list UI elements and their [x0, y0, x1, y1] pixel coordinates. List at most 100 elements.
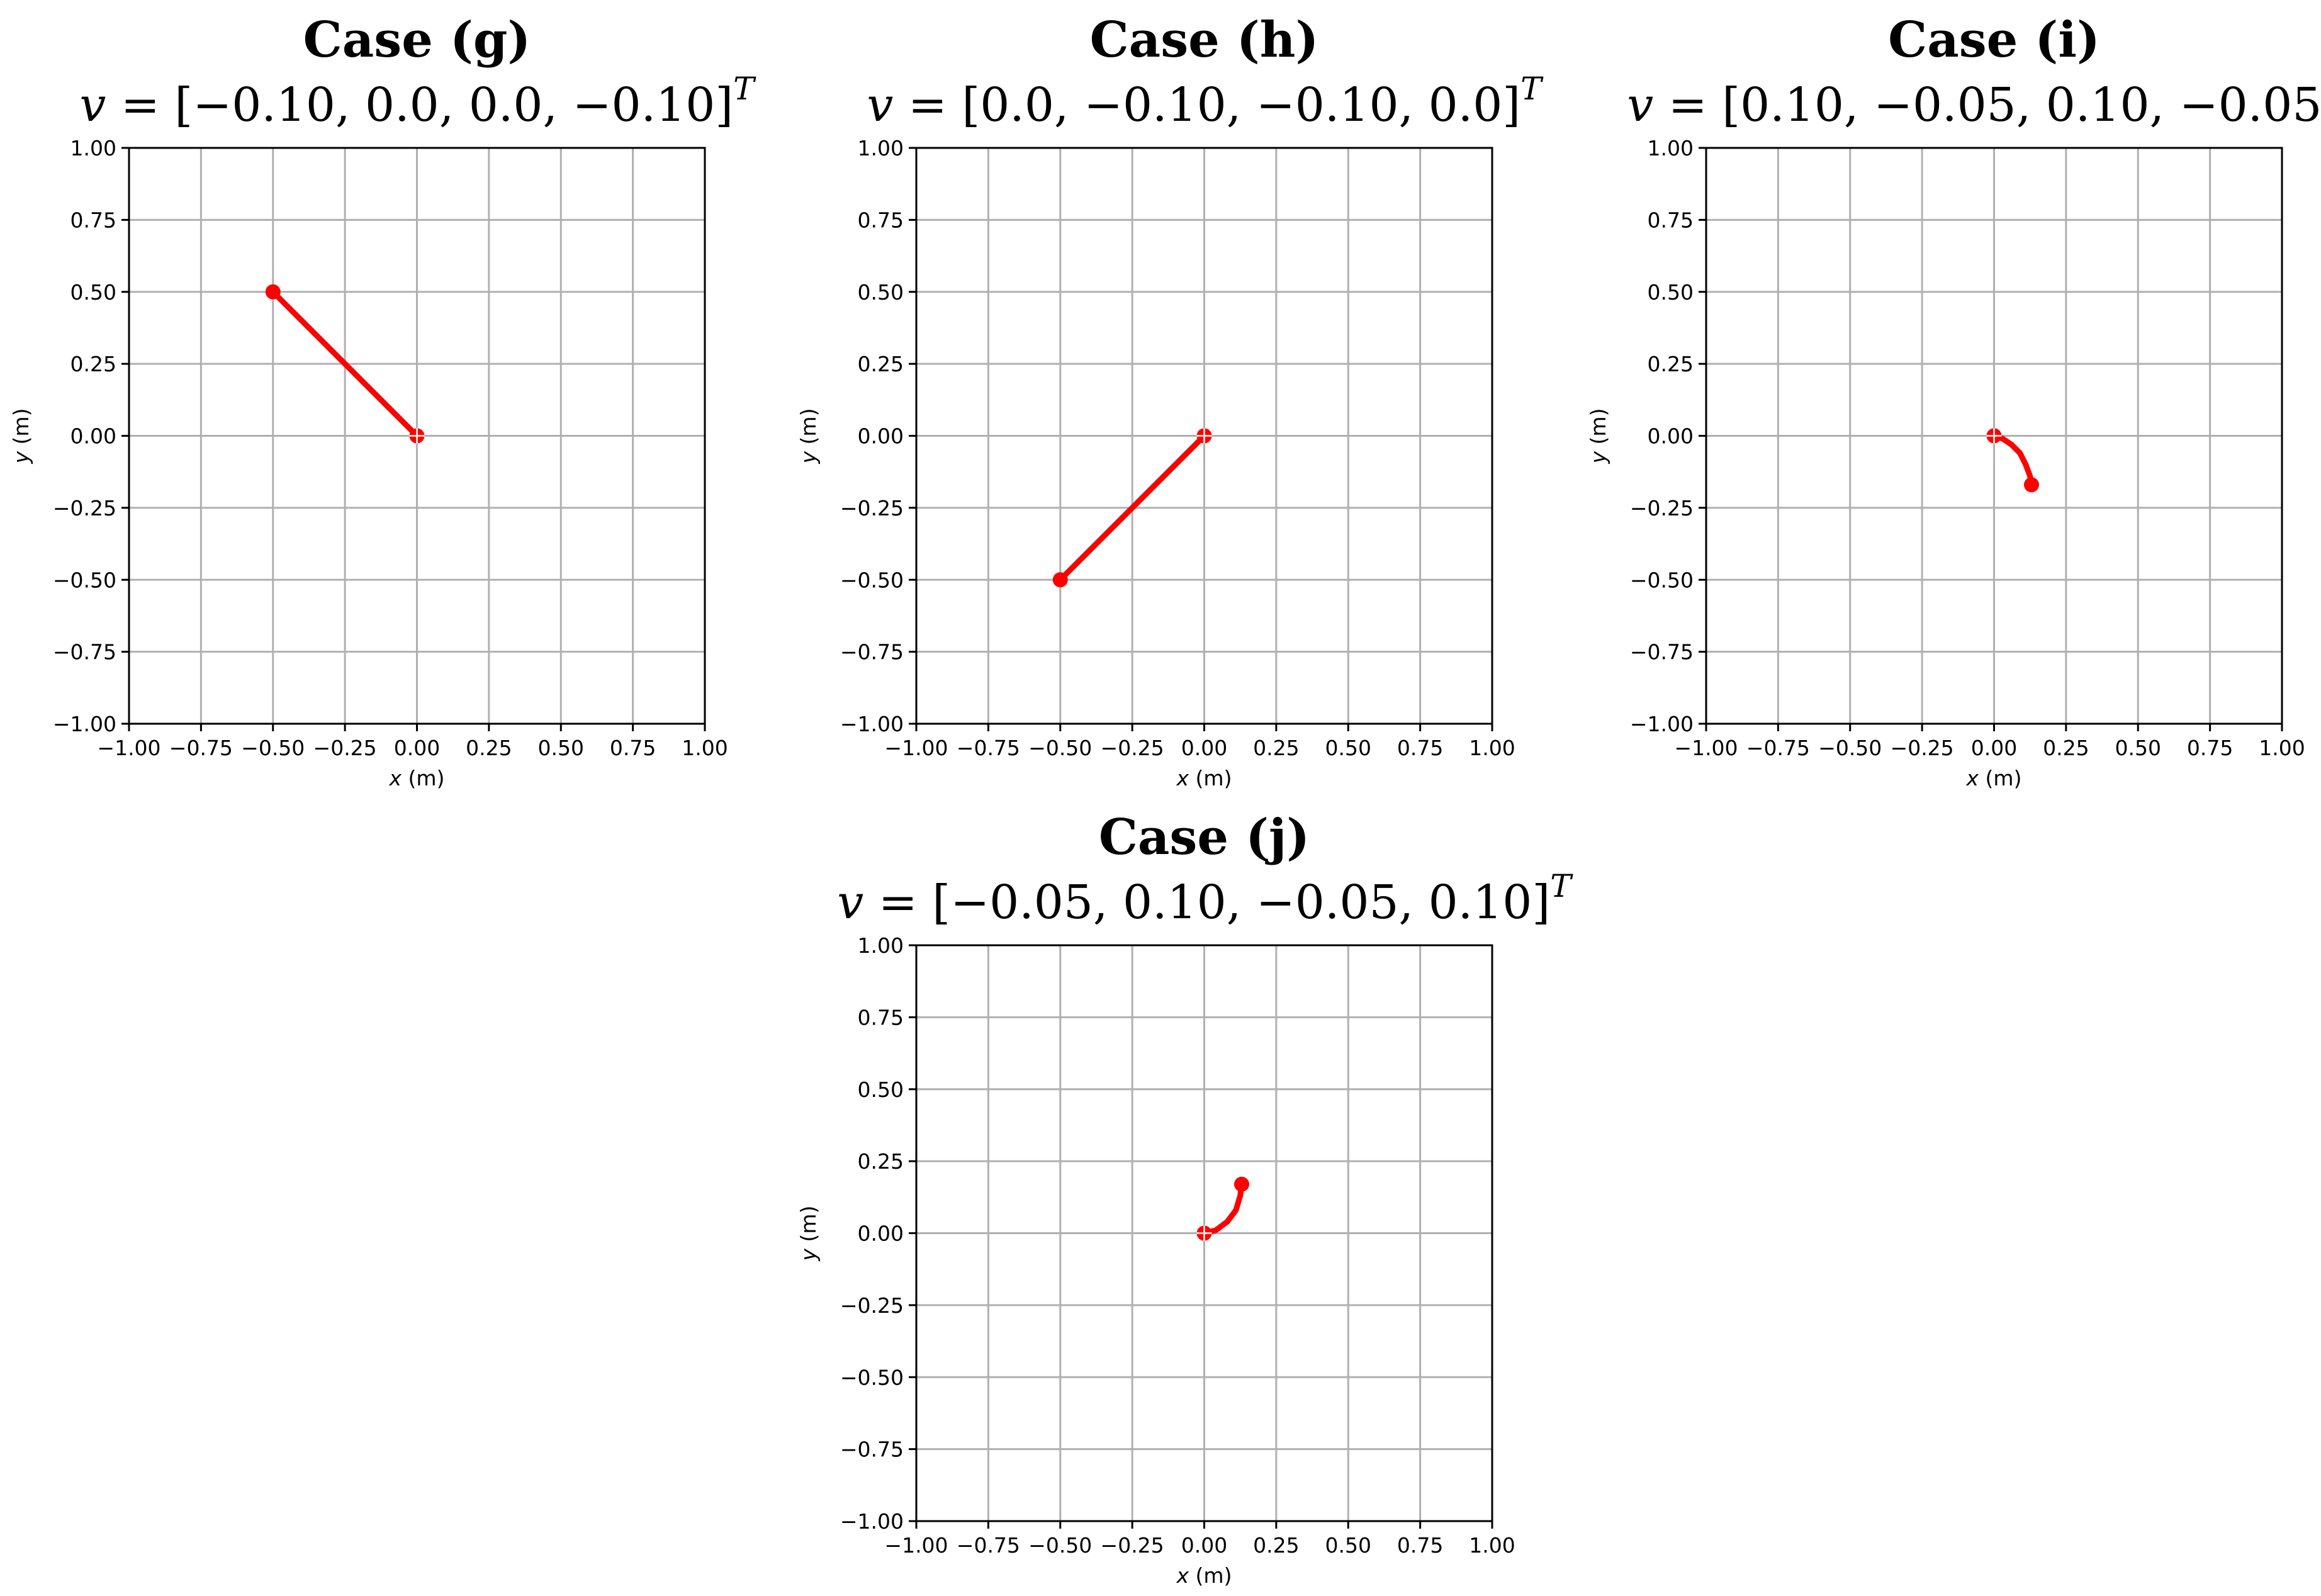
- chart-1-series-0-start-cross: [1196, 428, 1212, 444]
- chart-1-ytick-label-0: −1.00: [840, 712, 904, 736]
- chart-2-title: Case (i): [1888, 11, 2100, 69]
- chart-2-ytick-label-5: 0.25: [1648, 352, 1694, 376]
- chart-0-subtitle-vector: [−0.10, 0.0, 0.0, −0.10]: [174, 78, 733, 132]
- chart-3-ytick-label-0: −1.00: [840, 1509, 904, 1534]
- chart-3-subtitle-vector: [−0.05, 0.10, −0.05, 0.10]: [932, 875, 1550, 930]
- chart-2-xtick-label-8: 1.00: [2259, 736, 2305, 760]
- chart-0-ylabel-var: y: [9, 451, 33, 464]
- chart-0-ytick-label-3: −0.25: [53, 496, 116, 520]
- chart-3-xtick-label-3: −0.25: [1101, 1533, 1164, 1558]
- chart-1-ytick-label-2: −0.50: [840, 568, 904, 592]
- chart-2-ytick-label-8: 1.00: [1648, 136, 1694, 160]
- chart-0-xtick-label-1: −0.75: [169, 736, 233, 760]
- chart-2-xlabel-unit: (m): [1979, 766, 2021, 790]
- chart-2-ytick-label-0: −1.00: [1630, 712, 1694, 736]
- chart-2-xtick-label-6: 0.50: [2115, 736, 2161, 760]
- chart-2-subtitle-vector: [0.10, −0.05, 0.10, −0.05]: [1722, 78, 2321, 132]
- chart-0-xlabel: x (m): [389, 766, 445, 790]
- chart-2-xtick-label-4: 0.00: [1971, 736, 2017, 760]
- chart-0-ylabel: y (m): [9, 408, 33, 464]
- chart-0-ytick-label-6: 0.50: [70, 280, 116, 305]
- chart-2: Case (i)v = [0.10, −0.05, 0.10, −0.05]T −…: [1586, 11, 2321, 790]
- chart-2-ytick-label-7: 0.75: [1648, 208, 1694, 232]
- chart-2-xlabel: x (m): [1966, 766, 2022, 790]
- chart-1-subtitle-superscript: T: [1520, 70, 1544, 107]
- chart-2-ytick-label-1: −0.75: [1630, 640, 1694, 665]
- chart-3-ytick-label-8: 1.00: [858, 933, 904, 958]
- chart-3-ytick-label-4: 0.00: [858, 1222, 904, 1246]
- chart-1-subtitle-vector: [0.0, −0.10, −0.10, 0.0]: [962, 78, 1520, 132]
- chart-2-subtitle-equals: =: [1653, 78, 1722, 132]
- chart-1-ytick-label-7: 0.75: [858, 208, 904, 232]
- chart-2-ytick-label-3: −0.25: [1630, 496, 1694, 520]
- chart-1-ytick-label-3: −0.25: [840, 496, 904, 520]
- chart-1-subtitle-var: v: [867, 78, 893, 132]
- chart-2-xtick-label-3: −0.25: [1891, 736, 1954, 760]
- chart-1-xtick-label-2: −0.50: [1028, 736, 1092, 760]
- chart-1-subtitle-equals: =: [893, 78, 962, 132]
- chart-2-ytick-label-4: 0.00: [1648, 424, 1694, 449]
- chart-2-series-0-line: [1991, 433, 2035, 488]
- chart-2-xtick-label-5: 0.25: [2043, 736, 2089, 760]
- chart-0-series-0-end-marker: [265, 284, 281, 300]
- chart-1-xtick-label-5: 0.25: [1253, 736, 1299, 760]
- chart-3-xtick-label-6: 0.50: [1325, 1533, 1371, 1558]
- chart-2-xtick-label-7: 0.75: [2187, 736, 2233, 760]
- chart-0-ytick-label-7: 0.75: [70, 208, 116, 232]
- chart-0-series-0-line: [270, 289, 420, 439]
- chart-3-ylabel: y (m): [796, 1206, 821, 1262]
- chart-3-ytick-label-7: 0.75: [858, 1005, 904, 1030]
- chart-0-subtitle-equals: =: [106, 78, 174, 132]
- chart-3-xtick-label-2: −0.50: [1028, 1533, 1092, 1558]
- chart-1-xlabel-var: x: [1176, 766, 1189, 790]
- chart-3-xtick-label-1: −0.75: [957, 1533, 1020, 1558]
- chart-0-ytick-label-2: −0.50: [53, 568, 116, 592]
- chart-1-xtick-label-1: −0.75: [957, 736, 1020, 760]
- chart-3-xlabel: x (m): [1176, 1563, 1232, 1588]
- chart-3-ytick-label-2: −0.50: [840, 1365, 904, 1390]
- chart-1-ytick-label-5: 0.25: [858, 352, 904, 376]
- chart-3-xlabel-unit: (m): [1189, 1563, 1232, 1588]
- chart-1-xtick-label-7: 0.75: [1397, 736, 1443, 760]
- chart-0-xtick-label-5: 0.25: [466, 736, 512, 760]
- chart-3-xlabel-var: x: [1176, 1563, 1189, 1588]
- chart-3-series-0-start-cross: [1196, 1225, 1212, 1241]
- chart-3-xtick-label-0: −1.00: [884, 1533, 948, 1558]
- chart-1-xtick-label-0: −1.00: [884, 736, 948, 760]
- chart-1-ytick-label-8: 1.00: [858, 136, 904, 160]
- chart-0-xtick-label-0: −1.00: [97, 736, 160, 760]
- chart-0-subtitle-superscript: T: [733, 70, 756, 107]
- chart-0-xtick-label-4: 0.00: [394, 736, 440, 760]
- chart-3-ylabel-var: y: [796, 1248, 821, 1261]
- chart-0-xlabel-var: x: [389, 766, 402, 790]
- chart-1-xtick-label-3: −0.25: [1101, 736, 1164, 760]
- chart-2-xtick-label-2: −0.50: [1818, 736, 1882, 760]
- chart-0-ylabel-unit: (m): [9, 408, 33, 451]
- chart-3-xtick-label-5: 0.25: [1253, 1533, 1299, 1558]
- chart-3-xtick-label-7: 0.75: [1397, 1533, 1443, 1558]
- chart-3-ylabel-unit: (m): [796, 1206, 821, 1249]
- chart-3-ytick-label-3: −0.25: [840, 1293, 904, 1318]
- chart-3-subtitle: v = [−0.05, 0.10, −0.05, 0.10]T: [837, 868, 1573, 930]
- chart-1-title: Case (h): [1090, 11, 1319, 69]
- chart-3-series-0-end-marker: [1234, 1176, 1249, 1192]
- chart-3-subtitle-var: v: [837, 875, 863, 930]
- chart-2-ylabel-var: y: [1586, 451, 1610, 464]
- chart-2-series-0-end-marker: [2023, 477, 2039, 493]
- chart-1-ylabel: y (m): [796, 408, 821, 464]
- chart-1-subtitle: v = [0.0, −0.10, −0.10, 0.0]T: [867, 70, 1544, 132]
- chart-0-xtick-label-7: 0.75: [610, 736, 656, 760]
- chart-3-ytick-label-1: −0.75: [840, 1437, 904, 1462]
- chart-2-subtitle: v = [0.10, −0.05, 0.10, −0.05]T: [1627, 70, 2321, 132]
- chart-1-series-0-end-marker: [1052, 572, 1068, 588]
- chart-0-xtick-label-3: −0.25: [313, 736, 377, 760]
- chart-3-series-0-line: [1201, 1181, 1245, 1236]
- chart-0-xtick-label-2: −0.50: [241, 736, 305, 760]
- chart-0-xtick-label-6: 0.50: [538, 736, 584, 760]
- chart-2-xtick-label-0: −1.00: [1674, 736, 1738, 760]
- chart-0-subtitle-var: v: [79, 78, 106, 132]
- chart-2-ytick-label-6: 0.50: [1648, 280, 1694, 305]
- chart-1: Case (h)v = [0.0, −0.10, −0.10, 0.0]T−1.…: [796, 11, 1544, 790]
- chart-3-subtitle-superscript: T: [1550, 868, 1573, 904]
